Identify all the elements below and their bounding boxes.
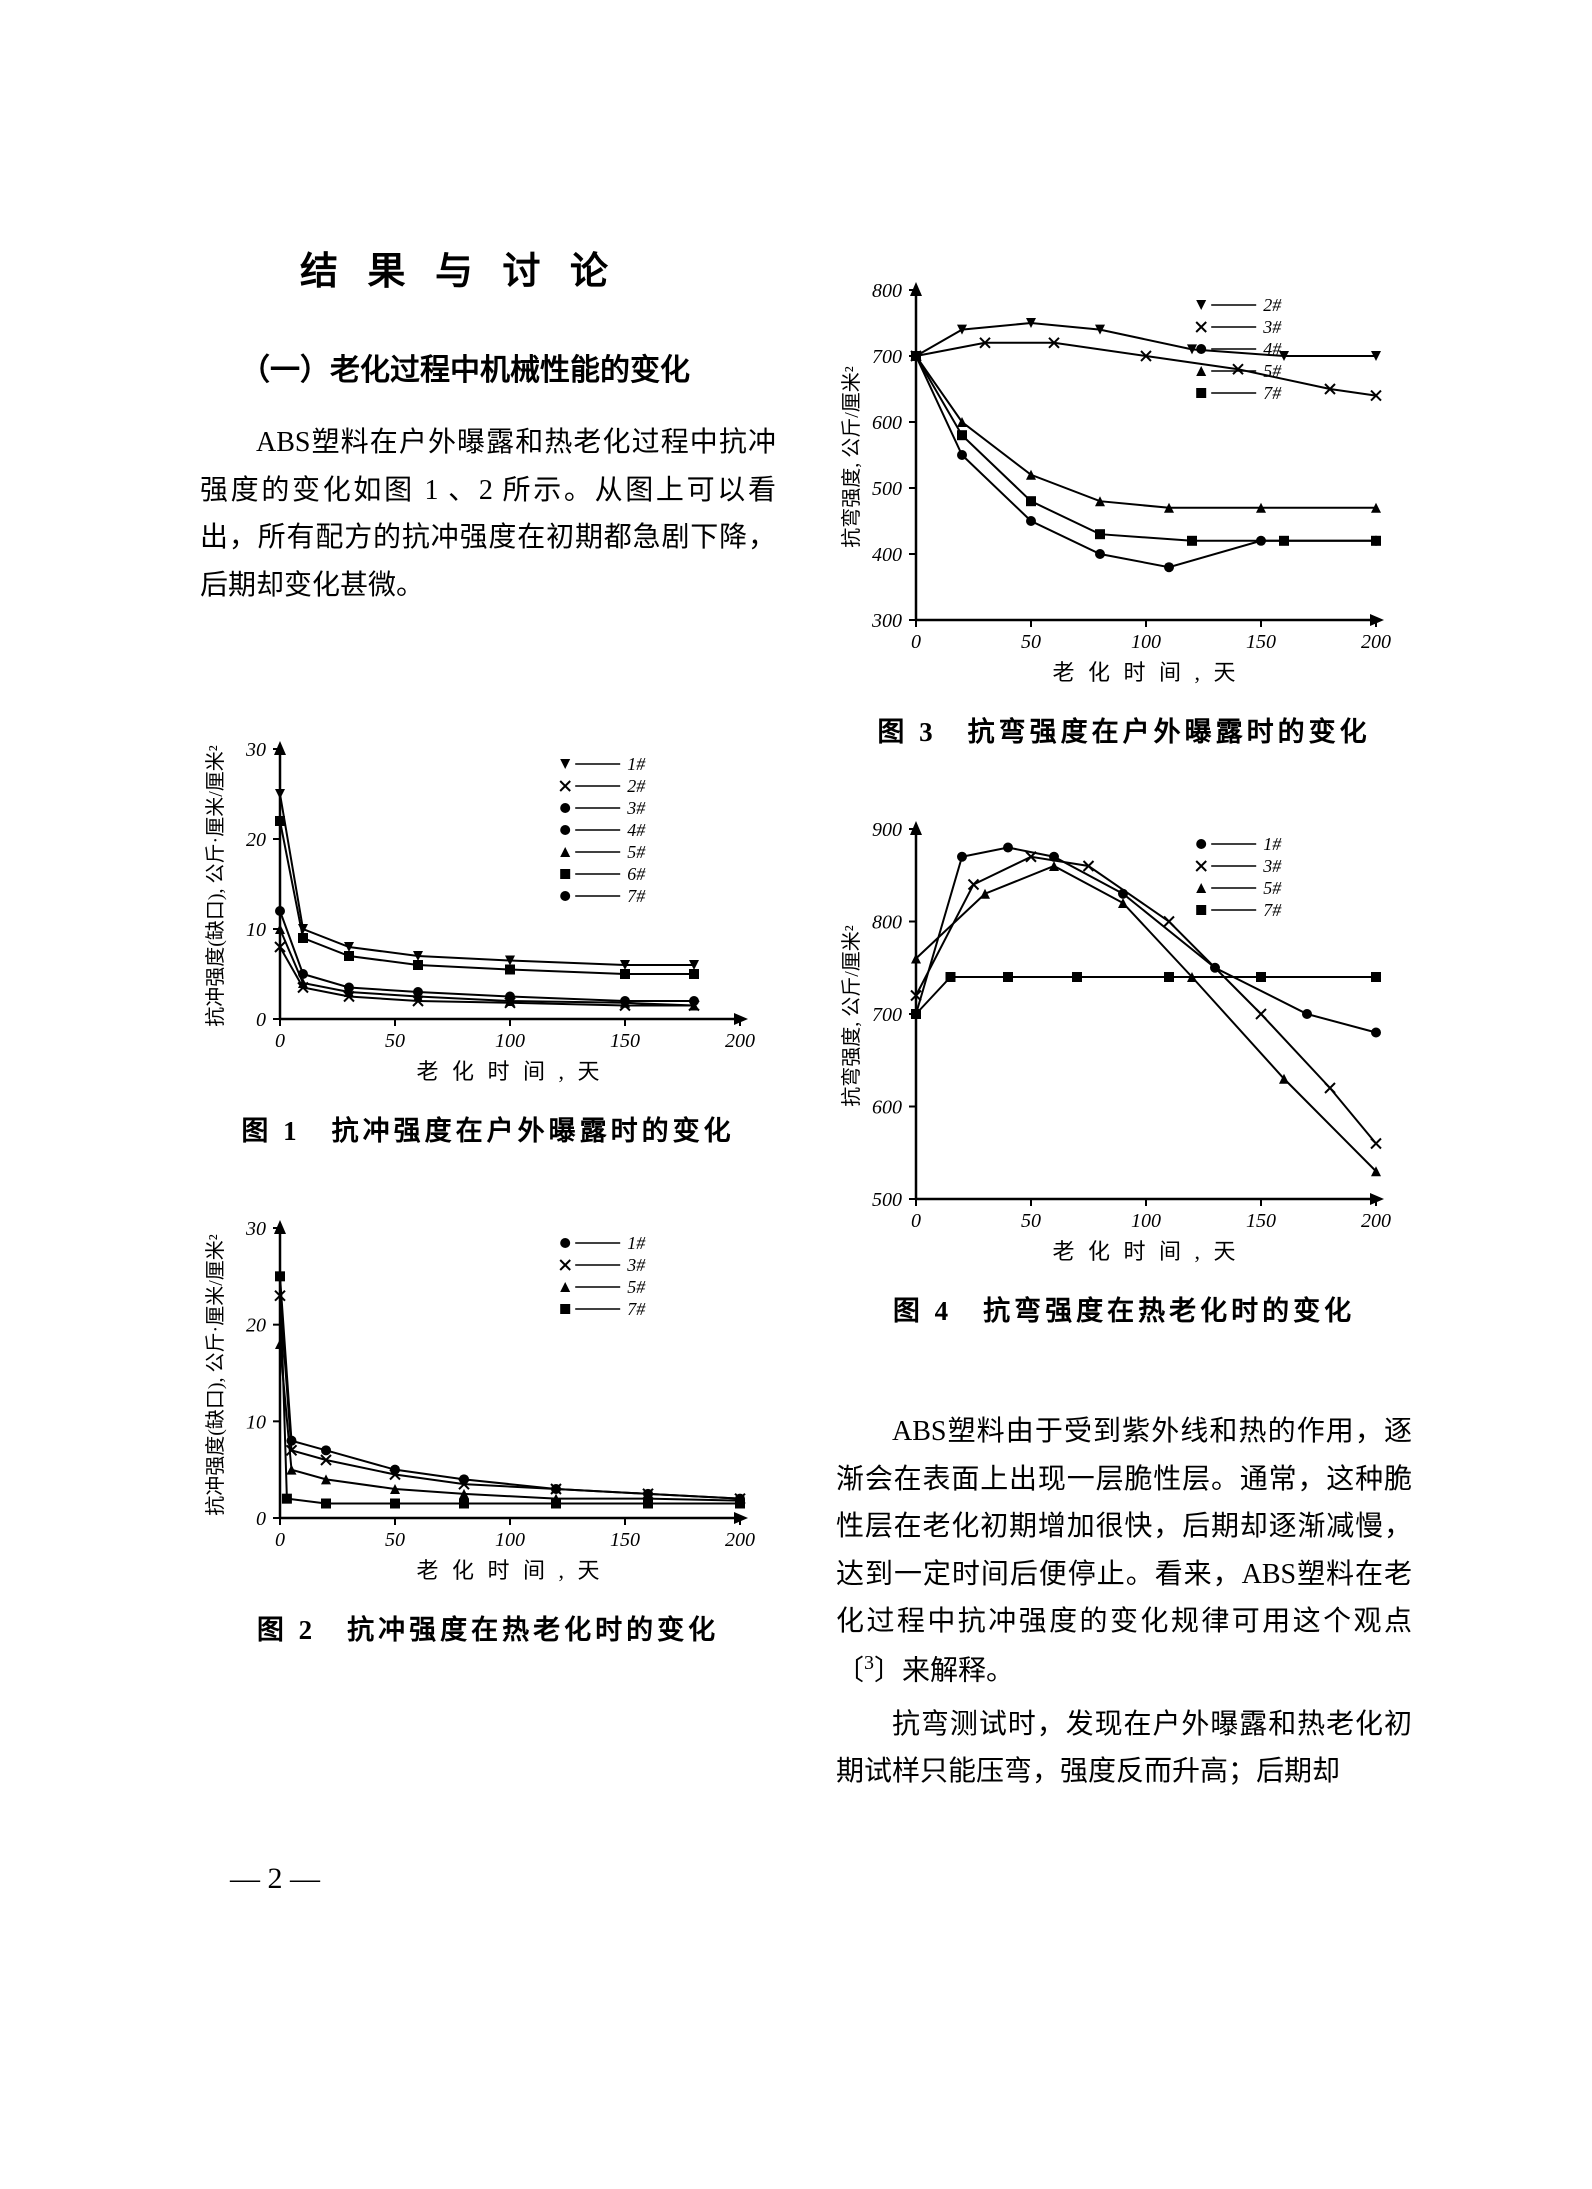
- svg-text:老 化 时 间 , 天: 老 化 时 间 , 天: [1052, 1239, 1239, 1264]
- svg-text:100: 100: [495, 1030, 525, 1052]
- svg-text:4#: 4#: [1263, 339, 1282, 359]
- paragraph-1: ABS塑料在户外曝露和热老化过程中抗冲强度的变化如图 1 、2 所示。从图上可以…: [200, 419, 776, 609]
- svg-text:抗冲强度(缺口), 公斤·厘米/厘米²: 抗冲强度(缺口), 公斤·厘米/厘米²: [204, 746, 227, 1028]
- figure-2: 0 50 100 150 200 0 10 20 30 老 化 时 间 , 天 抗冲强度(缺口), …: [200, 1208, 776, 1588]
- svg-text:50: 50: [1021, 631, 1041, 653]
- svg-text:4#: 4#: [627, 820, 646, 840]
- svg-text:200: 200: [725, 1030, 755, 1052]
- paragraph-2: ABS塑料由于受到紫外线和热的作用，逐渐会在表面上出现一层脆性层。通常，这种脆性…: [836, 1408, 1412, 1695]
- svg-text:100: 100: [495, 1529, 525, 1551]
- svg-text:5#: 5#: [1263, 361, 1282, 381]
- figure-2-caption: 图 2 抗冲强度在热老化时的变化: [200, 1608, 776, 1647]
- svg-text:300: 300: [871, 610, 902, 632]
- svg-text:150: 150: [1246, 1210, 1276, 1232]
- ref-superscript: 3: [864, 1652, 874, 1674]
- svg-text:20: 20: [246, 829, 266, 851]
- svg-text:7#: 7#: [1263, 383, 1282, 403]
- svg-text:2#: 2#: [1263, 295, 1282, 315]
- svg-text:200: 200: [1361, 631, 1391, 653]
- svg-text:7#: 7#: [627, 1299, 646, 1319]
- svg-text:0: 0: [256, 1508, 266, 1530]
- figure-1-caption: 图 1 抗冲强度在户外曝露时的变化: [200, 1109, 776, 1148]
- svg-text:150: 150: [610, 1529, 640, 1551]
- svg-text:5#: 5#: [627, 842, 646, 862]
- svg-text:50: 50: [1021, 1210, 1041, 1232]
- svg-text:7#: 7#: [627, 886, 646, 906]
- svg-text:10: 10: [246, 919, 266, 941]
- svg-text:老 化 时 间 , 天: 老 化 时 间 , 天: [416, 1558, 603, 1583]
- svg-text:7#: 7#: [1263, 900, 1282, 920]
- page-number: — 2 —: [230, 1862, 1412, 1896]
- svg-text:抗弯强度, 公斤/厘米²: 抗弯强度, 公斤/厘米²: [840, 925, 863, 1107]
- svg-text:0: 0: [256, 1009, 266, 1031]
- section-title: 结 果 与 讨 论: [300, 240, 776, 295]
- svg-text:3#: 3#: [1262, 317, 1282, 337]
- svg-text:2#: 2#: [627, 776, 646, 796]
- svg-text:抗弯强度, 公斤/厘米²: 抗弯强度, 公斤/厘米²: [840, 366, 863, 548]
- svg-text:10: 10: [246, 1412, 266, 1434]
- svg-text:150: 150: [1246, 631, 1276, 653]
- svg-text:老 化 时 间 , 天: 老 化 时 间 , 天: [416, 1059, 603, 1084]
- svg-text:800: 800: [872, 280, 902, 302]
- svg-text:100: 100: [1131, 1210, 1161, 1232]
- svg-text:5#: 5#: [1263, 878, 1282, 898]
- svg-text:0: 0: [275, 1030, 285, 1052]
- svg-text:6#: 6#: [627, 864, 646, 884]
- figure-3: 0 50 100 150 200 300 400 500 600 700 800 老 化 时 间 , …: [836, 270, 1412, 690]
- svg-text:800: 800: [872, 912, 902, 934]
- svg-text:0: 0: [911, 1210, 921, 1232]
- figure-1: 0 50 100 150 200 0 10 20 30 老 化 时 间 , 天 抗冲强度(缺口), …: [200, 729, 776, 1089]
- svg-text:抗冲强度(缺口), 公斤·厘米/厘米²: 抗冲强度(缺口), 公斤·厘米/厘米²: [204, 1235, 227, 1517]
- svg-text:30: 30: [245, 739, 266, 761]
- figure-4: 0 50 100 150 200 500 600 700 800 900 老 化 时 间 , 天 抗弯…: [836, 809, 1412, 1269]
- svg-text:3#: 3#: [1262, 856, 1282, 876]
- svg-text:700: 700: [872, 1004, 902, 1026]
- svg-text:3#: 3#: [626, 1255, 646, 1275]
- svg-text:20: 20: [246, 1315, 266, 1337]
- figure-3-caption: 图 3 抗弯强度在户外曝露时的变化: [836, 710, 1412, 749]
- svg-text:0: 0: [911, 631, 921, 653]
- svg-text:5#: 5#: [627, 1277, 646, 1297]
- svg-text:150: 150: [610, 1030, 640, 1052]
- svg-text:600: 600: [872, 412, 902, 434]
- svg-text:600: 600: [872, 1097, 902, 1119]
- svg-text:0: 0: [275, 1529, 285, 1551]
- svg-text:200: 200: [1361, 1210, 1391, 1232]
- subsection-heading-1: （一）老化过程中机械性能的变化: [240, 345, 776, 389]
- svg-text:50: 50: [385, 1529, 405, 1551]
- svg-text:100: 100: [1131, 631, 1161, 653]
- svg-text:1#: 1#: [627, 754, 646, 774]
- svg-text:500: 500: [872, 1189, 902, 1211]
- svg-text:900: 900: [872, 819, 902, 841]
- svg-text:30: 30: [245, 1218, 266, 1240]
- svg-text:700: 700: [872, 346, 902, 368]
- figure-4-caption: 图 4 抗弯强度在热老化时的变化: [836, 1289, 1412, 1328]
- svg-text:1#: 1#: [627, 1233, 646, 1253]
- svg-text:1#: 1#: [1263, 834, 1282, 854]
- svg-text:50: 50: [385, 1030, 405, 1052]
- svg-text:3#: 3#: [626, 798, 646, 818]
- paragraph-3: 抗弯测试时，发现在户外曝露和热老化初期试样只能压弯，强度反而升高；后期却: [836, 1701, 1412, 1796]
- svg-text:老 化 时 间 , 天: 老 化 时 间 , 天: [1052, 660, 1239, 685]
- svg-text:400: 400: [872, 544, 902, 566]
- svg-text:500: 500: [872, 478, 902, 500]
- svg-text:200: 200: [725, 1529, 755, 1551]
